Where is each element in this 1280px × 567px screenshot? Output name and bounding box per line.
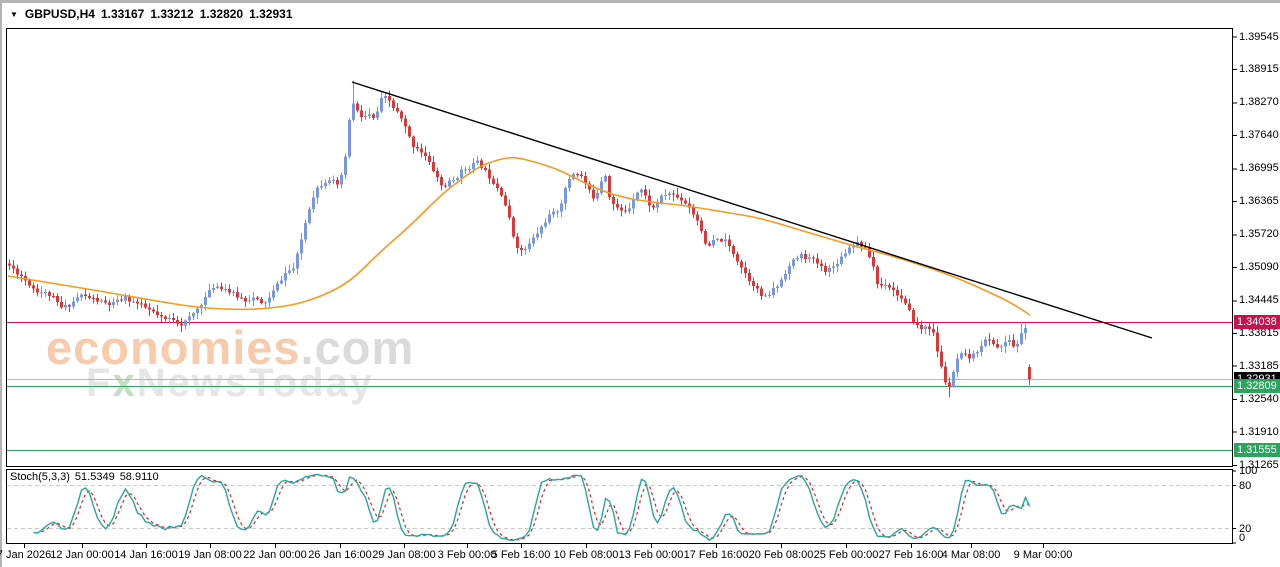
trendline bbox=[351, 81, 1153, 339]
ohlc-low: 1.32820 bbox=[199, 7, 244, 21]
stoch-main-line bbox=[33, 473, 1031, 542]
watermark-fxnewstoday: FxNewsToday bbox=[86, 361, 375, 405]
watermark-brand: economies bbox=[46, 321, 301, 374]
candles bbox=[8, 80, 1031, 397]
moving-average-line bbox=[7, 156, 1031, 316]
window-edge-top bbox=[0, 0, 1280, 3]
ohlc-high: 1.33212 bbox=[150, 7, 194, 21]
watermark-economies: economies.com bbox=[46, 320, 414, 375]
stoch-value-k: 51.5349 bbox=[74, 471, 115, 483]
symbol-timeframe-label: GBPUSD,H4 bbox=[24, 7, 95, 21]
symbol-dropdown-icon[interactable]: ▼ bbox=[10, 10, 18, 19]
stoch-signal-line bbox=[41, 474, 1030, 541]
window-edge-left bbox=[0, 0, 2, 567]
stoch-indicator-label: Stoch(5,3,3) 51.5349 58.9110 bbox=[10, 471, 164, 483]
chart-header: ▼ GBPUSD,H4 1.33167 1.33212 1.32820 1.32931 bbox=[10, 7, 299, 21]
ohlc-close: 1.32931 bbox=[249, 7, 293, 21]
ohlc-open: 1.33167 bbox=[100, 7, 145, 21]
stoch-name: Stoch(5,3,3) bbox=[10, 471, 70, 483]
stoch-value-d: 58.9110 bbox=[119, 471, 159, 483]
main-chart-pane bbox=[6, 28, 1233, 467]
watermark-domain: .com bbox=[300, 321, 415, 374]
stoch-pane bbox=[6, 469, 1233, 544]
